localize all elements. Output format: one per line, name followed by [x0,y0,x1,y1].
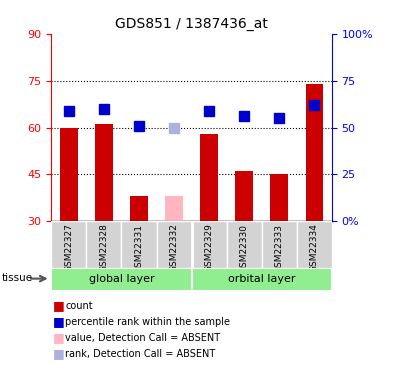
Bar [60,128,78,221]
Text: rank, Detection Call = ABSENT: rank, Detection Call = ABSENT [65,349,215,359]
Text: ■: ■ [53,299,65,312]
Bar [51,221,87,268]
Text: global layer: global layer [88,274,154,284]
Bar [192,221,227,268]
Bar [192,268,332,291]
Text: ■: ■ [53,315,65,328]
Title: GDS851 / 1387436_at: GDS851 / 1387436_at [115,17,268,32]
Text: orbital layer: orbital layer [228,274,295,284]
Text: ■: ■ [53,348,65,360]
Text: GSM22327: GSM22327 [64,224,73,273]
Text: percentile rank within the sample: percentile rank within the sample [65,317,230,327]
Text: GSM22334: GSM22334 [310,224,319,273]
Bar [200,134,218,221]
Bar [51,268,192,291]
Text: GSM22328: GSM22328 [100,224,109,273]
Bar [261,221,297,268]
Bar [165,196,183,221]
Bar [130,196,148,221]
Text: GSM22330: GSM22330 [240,224,249,273]
Bar [156,221,192,268]
Bar [305,84,323,221]
Text: value, Detection Call = ABSENT: value, Detection Call = ABSENT [65,333,220,343]
Text: GSM22332: GSM22332 [169,224,179,273]
Text: GSM22331: GSM22331 [134,224,143,273]
Text: count: count [65,301,93,310]
Text: GSM22333: GSM22333 [275,224,284,273]
Bar [297,221,332,268]
Bar [271,174,288,221]
Text: ■: ■ [53,332,65,344]
Bar [122,221,156,268]
Bar [235,171,253,221]
Text: GSM22329: GSM22329 [205,224,214,273]
Bar [95,124,113,221]
Text: tissue: tissue [2,273,33,283]
Bar [87,221,122,268]
Bar [227,221,261,268]
